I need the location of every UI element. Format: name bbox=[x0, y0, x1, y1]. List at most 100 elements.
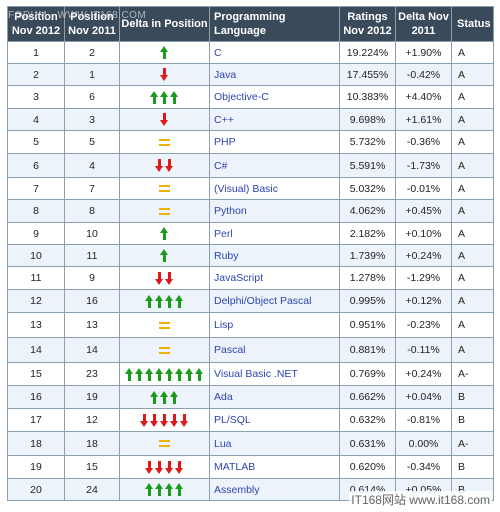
green-up-arrow-icon bbox=[170, 390, 179, 404]
ratings-cell: 19.224% bbox=[339, 41, 396, 64]
green-up-arrow-icon bbox=[185, 367, 194, 381]
language-cell: Ruby bbox=[209, 244, 340, 267]
green-up-arrow-icon bbox=[160, 227, 169, 240]
delta-position-cell bbox=[119, 431, 210, 456]
table-row: 20 24 Assembly 0.614% +0.05% B bbox=[7, 478, 494, 501]
table-row: 9 10 Perl 2.182% +0.10% A bbox=[7, 222, 494, 245]
language-cell: Ada bbox=[209, 385, 340, 409]
red-down-arrow-icon bbox=[160, 413, 169, 427]
position-2012-cell: 19 bbox=[7, 455, 65, 479]
ratings-cell: 0.620% bbox=[339, 455, 396, 479]
language-cell: Java bbox=[209, 63, 340, 86]
status-cell: A bbox=[451, 108, 494, 131]
delta-position-cell bbox=[119, 289, 210, 313]
position-2011-cell: 23 bbox=[64, 362, 120, 386]
language-cell: Pascal bbox=[209, 337, 340, 363]
table-row: 11 9 JavaScript 1.278% -1.29% A bbox=[7, 266, 494, 290]
green-up-arrow-icon bbox=[195, 367, 204, 381]
green-up-arrow-icon bbox=[145, 483, 154, 496]
delta-nov-2011-cell: 0.00% bbox=[395, 431, 452, 456]
delta-nov-2011-cell: +0.45% bbox=[395, 199, 452, 223]
language-cell: Python bbox=[209, 199, 340, 223]
status-cell: A bbox=[451, 337, 494, 363]
delta-nov-2011-cell: -0.34% bbox=[395, 455, 452, 479]
position-2012-cell: 11 bbox=[7, 266, 65, 290]
table-row: 17 12 PL/SQL 0.632% -0.81% B bbox=[7, 408, 494, 432]
red-down-arrow-icon bbox=[150, 413, 159, 427]
position-2012-cell: 4 bbox=[7, 108, 65, 131]
status-cell: A bbox=[451, 85, 494, 109]
language-cell: JavaScript bbox=[209, 266, 340, 290]
delta-nov-2011-cell: +0.04% bbox=[395, 385, 452, 409]
equal-sign-icon bbox=[159, 138, 170, 146]
ratings-cell: 1.739% bbox=[339, 244, 396, 267]
table-row: 1 2 C 19.224% +1.90% A bbox=[7, 41, 494, 64]
language-cell: Assembly bbox=[209, 478, 340, 501]
table-row: 2 1 Java 17.455% -0.42% A bbox=[7, 63, 494, 86]
ratings-cell: 10.383% bbox=[339, 85, 396, 109]
delta-position-cell bbox=[119, 244, 210, 267]
position-2011-cell: 6 bbox=[64, 85, 120, 109]
delta-nov-2011-cell: +1.61% bbox=[395, 108, 452, 131]
green-up-arrow-icon bbox=[125, 367, 134, 381]
table-row: 3 6 Objective-C 10.383% +4.40% A bbox=[7, 85, 494, 109]
red-down-arrow-icon bbox=[155, 271, 164, 285]
delta-position-cell bbox=[119, 130, 210, 154]
equal-sign-icon bbox=[159, 440, 170, 447]
position-2011-cell: 16 bbox=[64, 289, 120, 313]
watermark-top: FORUM · WWW.IT168.COM bbox=[8, 10, 147, 21]
position-2012-cell: 12 bbox=[7, 289, 65, 313]
ratings-cell: 5.591% bbox=[339, 153, 396, 178]
delta-nov-2011-cell: +0.10% bbox=[395, 222, 452, 245]
header-position-2011: Position Nov 2011 bbox=[64, 6, 120, 42]
green-up-arrow-icon bbox=[175, 483, 184, 496]
table-row: 18 18 Lua 0.631% 0.00% A- bbox=[7, 431, 494, 456]
language-cell: Delphi/Object Pascal bbox=[209, 289, 340, 313]
status-cell: A bbox=[451, 130, 494, 154]
green-up-arrow-icon bbox=[145, 367, 154, 381]
table-row: 12 16 Delphi/Object Pascal 0.995% +0.12% A bbox=[7, 289, 494, 313]
red-down-arrow-icon bbox=[165, 159, 174, 172]
status-cell: A bbox=[451, 199, 494, 223]
ratings-cell: 0.632% bbox=[339, 408, 396, 432]
delta-nov-2011-cell: -0.01% bbox=[395, 177, 452, 200]
position-2012-cell: 10 bbox=[7, 244, 65, 267]
green-up-arrow-icon bbox=[165, 294, 174, 308]
status-cell: B bbox=[451, 455, 494, 479]
ratings-cell: 4.062% bbox=[339, 199, 396, 223]
green-up-arrow-icon bbox=[145, 294, 154, 308]
watermark-bottom: IT168网站 www.it168.com bbox=[349, 491, 492, 508]
position-2011-cell: 3 bbox=[64, 108, 120, 131]
table-row: 7 7 (Visual) Basic 5.032% -0.01% A bbox=[7, 177, 494, 200]
language-cell: PHP bbox=[209, 130, 340, 154]
red-down-arrow-icon bbox=[160, 113, 169, 126]
ratings-cell: 0.951% bbox=[339, 312, 396, 338]
equal-sign-icon bbox=[159, 346, 170, 354]
delta-nov-2011-cell: -0.42% bbox=[395, 63, 452, 86]
equal-sign-icon bbox=[159, 185, 170, 192]
position-2011-cell: 14 bbox=[64, 337, 120, 363]
green-up-arrow-icon bbox=[160, 46, 169, 59]
language-cell: MATLAB bbox=[209, 455, 340, 479]
ratings-cell: 0.881% bbox=[339, 337, 396, 363]
green-up-arrow-icon bbox=[160, 249, 169, 262]
header-status: Status bbox=[451, 6, 494, 42]
delta-position-cell bbox=[119, 337, 210, 363]
green-up-arrow-icon bbox=[155, 483, 164, 496]
status-cell: A bbox=[451, 153, 494, 178]
table-row: 15 23 Visual Basic .NET 0.769% +0.24% A- bbox=[7, 362, 494, 386]
delta-position-cell bbox=[119, 312, 210, 338]
green-up-arrow-icon bbox=[150, 390, 159, 404]
red-down-arrow-icon bbox=[165, 271, 174, 285]
red-down-arrow-icon bbox=[140, 413, 149, 427]
language-cell: Lisp bbox=[209, 312, 340, 338]
position-2012-cell: 20 bbox=[7, 478, 65, 501]
delta-nov-2011-cell: -1.29% bbox=[395, 266, 452, 290]
status-cell: A bbox=[451, 222, 494, 245]
delta-position-cell bbox=[119, 85, 210, 109]
status-cell: A bbox=[451, 244, 494, 267]
position-2011-cell: 13 bbox=[64, 312, 120, 338]
delta-position-cell bbox=[119, 199, 210, 223]
green-up-arrow-icon bbox=[165, 483, 174, 496]
table-row: 6 4 C# 5.591% -1.73% A bbox=[7, 153, 494, 178]
